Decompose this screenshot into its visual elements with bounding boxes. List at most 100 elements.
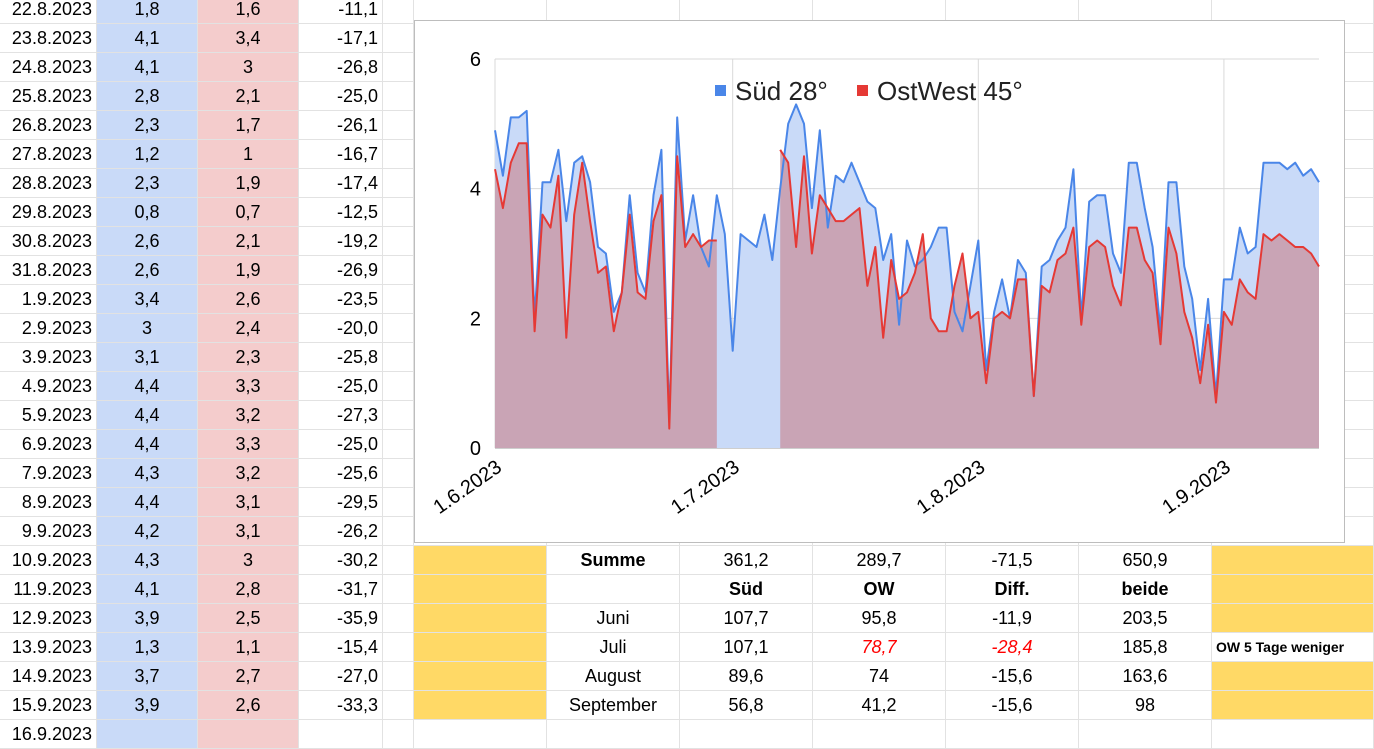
diff-cell[interactable]: -17,4 [299, 169, 383, 198]
date-cell[interactable]: 5.9.2023 [0, 401, 97, 430]
sued-cell[interactable]: 4,1 [97, 53, 198, 82]
diff-cell[interactable]: -11,1 [299, 0, 383, 24]
ow-cell[interactable]: 2,6 [198, 691, 299, 720]
diff-cell[interactable]: -25,0 [299, 430, 383, 459]
month-beide[interactable]: 185,8 [1079, 633, 1212, 662]
empty-cell[interactable] [383, 430, 414, 459]
sued-cell[interactable]: 4,3 [97, 546, 198, 575]
sued-cell[interactable] [97, 720, 198, 749]
empty-cell[interactable] [383, 140, 414, 169]
ow-cell[interactable]: 2,5 [198, 604, 299, 633]
diff-cell[interactable]: -27,0 [299, 662, 383, 691]
highlight-cell[interactable] [414, 604, 547, 633]
sued-cell[interactable]: 4,2 [97, 517, 198, 546]
diff-cell[interactable]: -25,0 [299, 372, 383, 401]
ow-cell[interactable]: 1,1 [198, 633, 299, 662]
month-diff[interactable]: -11,9 [946, 604, 1079, 633]
date-cell[interactable]: 11.9.2023 [0, 575, 97, 604]
chart[interactable]: 0 2 4 6 1.6.2023 1.7.2023 1.8.2023 1.9.2023 Süd … [414, 20, 1345, 543]
diff-cell[interactable]: -23,5 [299, 285, 383, 314]
sued-cell[interactable]: 3,1 [97, 343, 198, 372]
sued-cell[interactable]: 4,4 [97, 372, 198, 401]
date-cell[interactable]: 6.9.2023 [0, 430, 97, 459]
highlight-cell[interactable] [414, 691, 547, 720]
diff-cell[interactable] [299, 720, 383, 749]
sued-cell[interactable]: 3 [97, 314, 198, 343]
date-cell[interactable]: 24.8.2023 [0, 53, 97, 82]
date-cell[interactable]: 2.9.2023 [0, 314, 97, 343]
month-ow[interactable]: 95,8 [813, 604, 946, 633]
diff-cell[interactable]: -26,8 [299, 53, 383, 82]
sued-cell[interactable]: 4,1 [97, 24, 198, 53]
sued-cell[interactable]: 1,3 [97, 633, 198, 662]
empty-cell[interactable] [383, 53, 414, 82]
sued-cell[interactable]: 2,3 [97, 169, 198, 198]
ow-cell[interactable]: 1,7 [198, 111, 299, 140]
date-cell[interactable]: 16.9.2023 [0, 720, 97, 749]
empty-cell[interactable] [383, 111, 414, 140]
highlight-cell[interactable] [414, 633, 547, 662]
header-diff[interactable]: Diff. [946, 575, 1079, 604]
diff-cell[interactable]: -25,8 [299, 343, 383, 372]
summe-sued[interactable]: 361,2 [680, 546, 813, 575]
month-label[interactable]: Juli [547, 633, 680, 662]
ow-cell[interactable]: 2,8 [198, 575, 299, 604]
empty-cell[interactable] [383, 546, 414, 575]
date-cell[interactable]: 8.9.2023 [0, 488, 97, 517]
empty-cell[interactable] [813, 720, 946, 749]
ow-cell[interactable]: 2,7 [198, 662, 299, 691]
month-label[interactable]: Juni [547, 604, 680, 633]
highlight-cell[interactable] [1212, 691, 1374, 720]
date-cell[interactable]: 30.8.2023 [0, 227, 97, 256]
date-cell[interactable]: 22.8.2023 [0, 0, 97, 24]
sued-cell[interactable]: 0,8 [97, 198, 198, 227]
diff-cell[interactable]: -29,5 [299, 488, 383, 517]
empty-cell[interactable] [383, 314, 414, 343]
ow-cell[interactable]: 2,4 [198, 314, 299, 343]
diff-cell[interactable]: -19,2 [299, 227, 383, 256]
ow-cell[interactable]: 3 [198, 53, 299, 82]
sued-cell[interactable]: 4,1 [97, 575, 198, 604]
empty-cell[interactable] [383, 517, 414, 546]
ow-cell[interactable]: 2,3 [198, 343, 299, 372]
diff-cell[interactable]: -31,7 [299, 575, 383, 604]
ow-cell[interactable]: 3,4 [198, 24, 299, 53]
diff-cell[interactable]: -16,7 [299, 140, 383, 169]
ow-cell[interactable]: 3,1 [198, 488, 299, 517]
highlight-cell[interactable] [1212, 604, 1374, 633]
diff-cell[interactable]: -26,9 [299, 256, 383, 285]
ow-cell[interactable]: 0,7 [198, 198, 299, 227]
empty-cell[interactable] [1079, 720, 1212, 749]
date-cell[interactable]: 13.9.2023 [0, 633, 97, 662]
date-cell[interactable]: 29.8.2023 [0, 198, 97, 227]
diff-cell[interactable]: -26,1 [299, 111, 383, 140]
empty-cell[interactable] [383, 604, 414, 633]
date-cell[interactable]: 1.9.2023 [0, 285, 97, 314]
highlight-cell[interactable] [414, 662, 547, 691]
ow-cell[interactable]: 1 [198, 140, 299, 169]
month-diff[interactable]: -15,6 [946, 691, 1079, 720]
empty-cell[interactable] [383, 662, 414, 691]
sued-cell[interactable]: 1,2 [97, 140, 198, 169]
date-cell[interactable]: 9.9.2023 [0, 517, 97, 546]
date-cell[interactable]: 15.9.2023 [0, 691, 97, 720]
empty-cell[interactable] [383, 24, 414, 53]
empty-cell[interactable] [383, 285, 414, 314]
empty-cell[interactable] [383, 343, 414, 372]
date-cell[interactable]: 3.9.2023 [0, 343, 97, 372]
empty-cell[interactable] [383, 459, 414, 488]
empty-cell[interactable] [383, 633, 414, 662]
date-cell[interactable]: 25.8.2023 [0, 82, 97, 111]
empty-cell[interactable] [383, 401, 414, 430]
month-beide[interactable]: 98 [1079, 691, 1212, 720]
date-cell[interactable]: 31.8.2023 [0, 256, 97, 285]
ow-cell[interactable]: 1,6 [198, 0, 299, 24]
month-beide[interactable]: 163,6 [1079, 662, 1212, 691]
diff-cell[interactable]: -20,0 [299, 314, 383, 343]
empty-cell[interactable] [383, 372, 414, 401]
header-sued[interactable]: Süd [680, 575, 813, 604]
empty-cell[interactable] [680, 720, 813, 749]
diff-cell[interactable]: -35,9 [299, 604, 383, 633]
header-empty[interactable] [547, 575, 680, 604]
date-cell[interactable]: 4.9.2023 [0, 372, 97, 401]
